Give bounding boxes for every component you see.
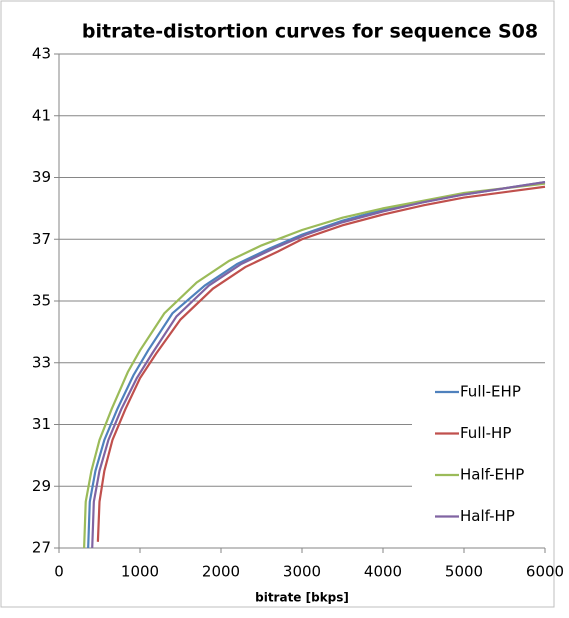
legend-label: Half-HP [460,507,515,525]
y-tick-label: 27 [32,539,51,557]
x-tick-label: 5000 [445,563,483,581]
x-tick-label: 1000 [121,563,159,581]
chart-title: bitrate-distortion curves for sequence S… [82,21,538,43]
y-tick-label: 29 [32,477,51,495]
x-tick-label: 6000 [526,563,564,581]
legend-label: Full-HP [460,424,511,442]
y-tick-label: 41 [32,106,51,124]
plot [83,181,546,549]
x-tick-label: 2000 [202,563,240,581]
y-tick-label: 35 [32,292,51,310]
x-tick-label: 3000 [283,563,321,581]
y-tick-label: 43 [32,45,51,63]
legend-label: Half-EHP [460,466,524,484]
series-line [83,182,546,549]
legend-label: Full-EHP [460,383,521,401]
series-line [91,181,546,549]
x-tick-label: 0 [54,563,64,581]
x-tick-label: 4000 [364,563,402,581]
x-axis-title: bitrate [bkps] [255,591,349,605]
y-tick-label: 37 [32,230,51,248]
legend-box [412,372,546,540]
legend: Full-EHP Full-HP Half-EHP Half-HP [412,372,546,540]
y-tick-label: 31 [32,415,51,433]
series-line [96,185,546,542]
y-tick-label: 39 [32,168,51,186]
y-tick-label: 33 [32,353,51,371]
